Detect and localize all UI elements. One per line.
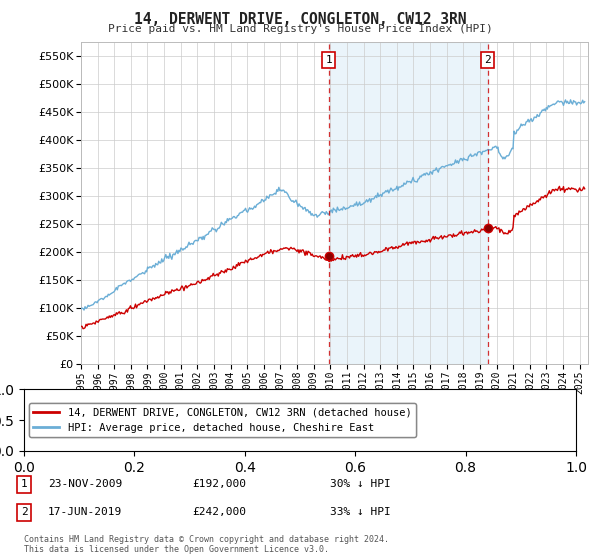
Text: 1: 1	[20, 479, 28, 489]
Text: 33% ↓ HPI: 33% ↓ HPI	[330, 507, 391, 517]
Text: 14, DERWENT DRIVE, CONGLETON, CW12 3RN: 14, DERWENT DRIVE, CONGLETON, CW12 3RN	[134, 12, 466, 27]
Text: £192,000: £192,000	[192, 479, 246, 489]
Text: 1: 1	[325, 55, 332, 65]
Text: Price paid vs. HM Land Registry's House Price Index (HPI): Price paid vs. HM Land Registry's House …	[107, 24, 493, 34]
Text: Contains HM Land Registry data © Crown copyright and database right 2024.
This d: Contains HM Land Registry data © Crown c…	[24, 535, 389, 554]
Text: 30% ↓ HPI: 30% ↓ HPI	[330, 479, 391, 489]
Legend: 14, DERWENT DRIVE, CONGLETON, CW12 3RN (detached house), HPI: Average price, det: 14, DERWENT DRIVE, CONGLETON, CW12 3RN (…	[29, 403, 416, 437]
Text: 17-JUN-2019: 17-JUN-2019	[48, 507, 122, 517]
Text: £242,000: £242,000	[192, 507, 246, 517]
Text: 2: 2	[484, 55, 491, 65]
Text: 2: 2	[20, 507, 28, 517]
Bar	[329, 42, 488, 364]
Text: 23-NOV-2009: 23-NOV-2009	[48, 479, 122, 489]
